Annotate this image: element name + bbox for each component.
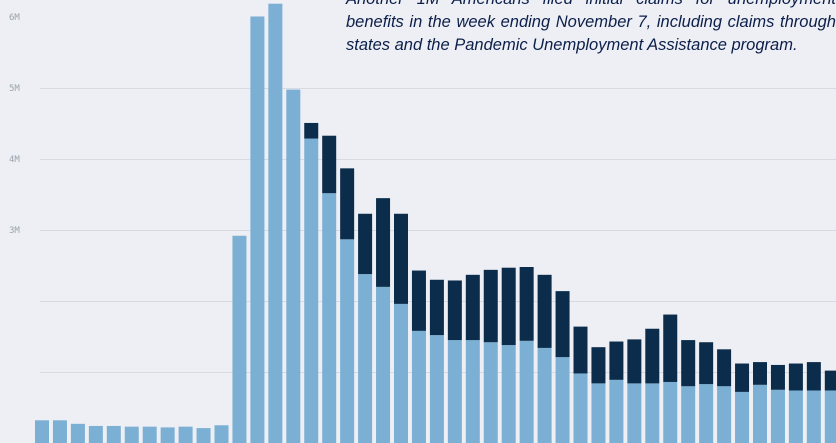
bar-segment-base — [411, 330, 426, 443]
bar-segment-top — [681, 340, 696, 387]
bar-segment-base — [429, 335, 444, 443]
bar-segment-base — [160, 427, 175, 443]
bar-segment-base — [250, 16, 265, 443]
bar-segment-top — [555, 291, 570, 358]
bar-segment-base — [52, 420, 67, 443]
bar-segment-top — [501, 267, 516, 346]
bar-segment-top — [411, 270, 426, 331]
bar-segment-top — [806, 362, 821, 391]
y-tick-label: 3M — [9, 226, 20, 236]
bar-segment-base — [70, 423, 85, 443]
bar-segment-base — [501, 345, 516, 443]
bar-segment-top — [322, 135, 337, 194]
bar-segment-top — [465, 274, 480, 341]
bar-segment-top — [519, 267, 534, 341]
bar-segment-base — [340, 239, 355, 443]
bar-segment-base — [735, 391, 750, 443]
bar-segment-base — [376, 286, 391, 443]
bar-segment-base — [627, 383, 642, 443]
bar-segment-base — [394, 303, 408, 443]
bar-segment-top — [788, 363, 803, 391]
bar-segment-base — [645, 383, 660, 443]
bar-segment-base — [681, 386, 696, 443]
bar-segment-base — [358, 274, 373, 443]
bar-segment-base — [304, 138, 319, 443]
bar-segment-base — [573, 373, 588, 443]
bar-segment-base — [35, 420, 49, 443]
bar-segment-base — [124, 426, 139, 443]
y-tick-label: 6M — [9, 13, 20, 23]
bar-segment-base — [824, 390, 836, 443]
bar-segment-top — [735, 363, 750, 392]
bar-segment-top — [699, 342, 714, 385]
bar-segment-top — [394, 213, 408, 304]
bar-segment-base — [465, 340, 480, 443]
bar-segment-base — [106, 425, 121, 443]
bar-segment-base — [537, 347, 552, 443]
bar-segment-top — [304, 122, 319, 139]
bar-segment-base — [483, 342, 498, 443]
bar-segment-top — [358, 213, 373, 275]
bar-segment-base — [663, 381, 678, 443]
bar-segment-base — [232, 235, 247, 443]
bar-segment-top — [483, 269, 498, 343]
bar-segment-base — [591, 383, 606, 443]
bar-segment-top — [627, 339, 642, 384]
bar-segment-top — [770, 364, 785, 390]
bar-segment-base — [178, 426, 193, 443]
bar-segment-base — [268, 3, 283, 443]
bar-segment-base — [322, 193, 337, 443]
y-tick-label: 4M — [9, 155, 20, 165]
chart-annotation: Another 1M Americans filed initial claim… — [346, 0, 836, 54]
bar-segment-base — [753, 384, 767, 443]
bar-segment-base — [286, 89, 301, 443]
bar-segment-top — [824, 370, 836, 391]
bar-segment-top — [447, 280, 462, 341]
bar-segment-base — [447, 340, 462, 443]
bar-segment-top — [591, 347, 606, 384]
bar-segment-top — [376, 198, 391, 287]
y-axis-tick-labels: 3M 4M 5M 6M — [9, 13, 20, 236]
bar-segment-base — [717, 386, 732, 443]
bar-segment-top — [717, 349, 732, 387]
bar-segment-top — [609, 341, 624, 380]
bar-segment-base — [88, 425, 103, 443]
bar-segment-base — [519, 340, 534, 443]
bar-segment-top — [663, 314, 678, 382]
bar-segment-base — [806, 390, 821, 443]
bars — [35, 3, 836, 443]
bar-segment-top — [645, 328, 660, 384]
bar-segment-base — [214, 425, 229, 443]
bar-segment-base — [142, 426, 157, 443]
bar-segment-base — [609, 379, 624, 443]
bar-segment-base — [196, 428, 211, 443]
bar-segment-top — [340, 168, 355, 240]
bar-segment-top — [573, 326, 588, 374]
bar-segment-base — [699, 384, 714, 443]
bar-segment-top — [753, 362, 767, 385]
bar-segment-base — [555, 357, 570, 443]
bar-segment-base — [788, 390, 803, 443]
bar-segment-base — [770, 389, 785, 443]
y-tick-label: 5M — [9, 84, 20, 94]
bar-segment-top — [429, 279, 444, 336]
bar-segment-top — [537, 274, 552, 348]
